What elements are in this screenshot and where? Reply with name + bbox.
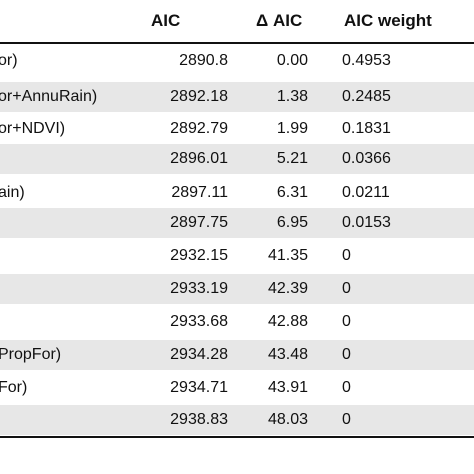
cell-delta-aic: 1.38 <box>276 88 308 105</box>
cell-aic-weight: 0 <box>342 379 351 396</box>
cell-model: PropFor) <box>0 346 62 363</box>
table-row: or) 2890.8 0.00 0.4953 <box>0 46 474 76</box>
cell-model <box>0 208 138 238</box>
cell-model: For) <box>0 379 28 396</box>
cell-model <box>0 144 138 174</box>
table-row: 2896.01 5.21 0.0366 <box>0 144 474 174</box>
cell-aic: 2933.19 <box>170 280 228 297</box>
cell-model: or+NDVI) <box>0 120 66 137</box>
cell-aic: 2938.83 <box>170 411 228 428</box>
cell-aic-weight: 0 <box>342 411 351 428</box>
cell-aic: 2892.79 <box>170 120 228 137</box>
table-row: or+NDVI) 2892.79 1.99 0.1831 <box>0 114 474 144</box>
cell-delta-aic: 43.48 <box>267 346 308 363</box>
cell-aic-weight: 0.0153 <box>342 214 391 231</box>
cell-aic-weight: 0 <box>342 247 351 264</box>
table-row: 2938.83 48.03 0 <box>0 405 474 435</box>
header-aic: AIC <box>151 11 181 30</box>
cell-delta-aic: 41.35 <box>267 247 308 264</box>
table-row: 2897.75 6.95 0.0153 <box>0 208 474 238</box>
cell-model: or+AnnuRain) <box>0 88 98 105</box>
cell-delta-aic: 6.31 <box>276 184 308 201</box>
cell-aic-weight: 0.1831 <box>342 120 391 137</box>
cell-aic: 2896.01 <box>170 150 228 167</box>
table-row: For) 2934.71 43.91 0 <box>0 373 474 403</box>
table-row: ain) 2897.11 6.31 0.0211 <box>0 178 474 208</box>
cell-model <box>0 405 138 435</box>
cell-aic-weight: 0.4953 <box>342 52 391 69</box>
cell-model: or) <box>0 52 18 69</box>
cell-aic-weight: 0.0366 <box>342 150 391 167</box>
cell-aic: 2932.15 <box>170 247 228 264</box>
cell-aic-weight: 0.2485 <box>342 88 391 105</box>
cell-aic: 2934.28 <box>170 346 228 363</box>
table-row: 2933.68 42.88 0 <box>0 307 474 337</box>
cell-delta-aic: 42.39 <box>267 280 308 297</box>
cell-aic-weight: 0 <box>342 346 351 363</box>
cell-delta-aic: 48.03 <box>267 411 308 428</box>
cell-aic: 2890.8 <box>179 52 228 69</box>
cell-delta-aic: 0.00 <box>276 52 308 69</box>
table-row: 2933.19 42.39 0 <box>0 274 474 304</box>
cell-delta-aic: 42.88 <box>267 313 308 330</box>
table-bottom-rule <box>0 436 474 438</box>
table-row: PropFor) 2934.28 43.48 0 <box>0 340 474 370</box>
header-aic-weight: AIC weight <box>344 11 432 30</box>
cell-model <box>0 241 138 271</box>
table-row: 2932.15 41.35 0 <box>0 241 474 271</box>
cell-aic-weight: 0.0211 <box>342 184 390 201</box>
cell-aic: 2934.71 <box>170 379 228 396</box>
cell-delta-aic: 1.99 <box>276 120 308 137</box>
table-row: or+AnnuRain) 2892.18 1.38 0.2485 <box>0 82 474 112</box>
cell-aic: 2897.11 <box>171 184 228 201</box>
header-model <box>0 0 138 42</box>
cell-aic: 2892.18 <box>170 88 228 105</box>
header-delta-aic: Δ AIC <box>256 11 303 30</box>
cell-model: ain) <box>0 184 25 201</box>
cell-aic: 2933.68 <box>170 313 228 330</box>
cell-aic: 2897.75 <box>170 214 228 231</box>
cell-aic-weight: 0 <box>342 280 351 297</box>
cell-model <box>0 307 138 337</box>
cell-delta-aic: 6.95 <box>276 214 308 231</box>
cell-model <box>0 274 138 304</box>
cell-aic-weight: 0 <box>342 313 351 330</box>
cell-delta-aic: 5.21 <box>276 150 308 167</box>
cell-delta-aic: 43.91 <box>267 379 308 396</box>
table-header: AIC Δ AIC AIC weight <box>0 0 474 44</box>
